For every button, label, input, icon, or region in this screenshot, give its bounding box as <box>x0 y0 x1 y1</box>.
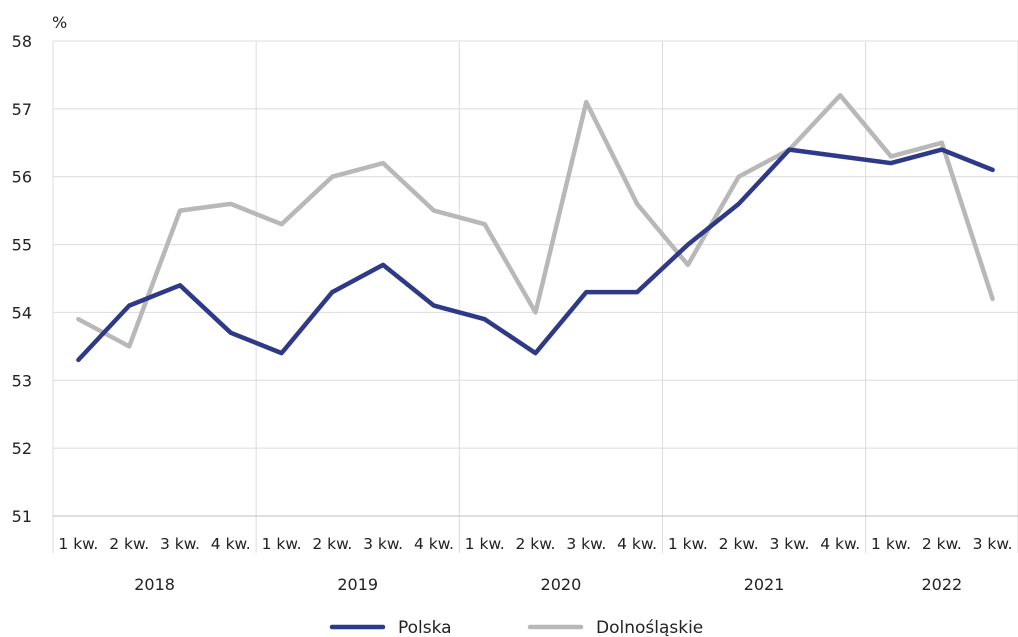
x-tick-label: 2 kw. <box>719 535 759 553</box>
x-tick-label: 3 kw. <box>973 535 1013 553</box>
y-unit-label: % <box>52 13 67 32</box>
y-tick-label: 57 <box>12 100 32 119</box>
y-tick-label: 52 <box>12 439 32 458</box>
year-label: 2019 <box>337 575 378 594</box>
legend-item: Polska <box>329 618 452 637</box>
x-tick-label: 3 kw. <box>769 535 809 553</box>
x-tick-label: 4 kw. <box>414 535 454 553</box>
x-tick-label: 1 kw. <box>465 535 505 553</box>
x-tick-label: 1 kw. <box>262 535 302 553</box>
year-label: 2021 <box>744 575 785 594</box>
x-tick-label: 1 kw. <box>871 535 911 553</box>
x-axis: 1 kw. 2 kw. 3 kw. 4 kw. 1 kw. 2 kw. 3 kw. 4 kw.… <box>53 515 1018 553</box>
x-tick-label: 3 kw. <box>363 535 403 553</box>
y-tick-label: 53 <box>12 371 32 390</box>
y-axis: 51 52 53 54 55 56 57 58 <box>12 32 32 526</box>
x-tick-label: 2 kw. <box>312 535 352 553</box>
x-tick-label: 1 kw. <box>58 535 98 553</box>
x-tick-label: 4 kw. <box>820 535 860 553</box>
y-tick-label: 51 <box>12 507 32 526</box>
x-tick-label: 2 kw. <box>516 535 556 553</box>
legend-label: Dolnośląskie <box>596 618 703 637</box>
year-label: 2020 <box>541 575 582 594</box>
y-tick-label: 54 <box>12 303 32 322</box>
x-tick-label: 4 kw. <box>211 535 251 553</box>
x-tick-label: 1 kw. <box>668 535 708 553</box>
year-label: 2018 <box>134 575 175 594</box>
x-tick-label: 2 kw. <box>922 535 962 553</box>
year-labels: 2018 2019 2020 2021 2022 <box>134 575 962 594</box>
series-line-1 <box>76 147 995 363</box>
x-tick-label: 2 kw. <box>109 535 149 553</box>
legend: Polska Dolnośląskie <box>329 618 703 637</box>
y-tick-label: 55 <box>12 236 32 255</box>
legend-label: Polska <box>398 618 452 637</box>
series-line-2 <box>76 93 995 349</box>
x-tick-label: 4 kw. <box>617 535 657 553</box>
grid <box>52 40 1018 553</box>
series-lines <box>76 93 995 363</box>
x-tick-label: 3 kw. <box>566 535 606 553</box>
year-label: 2022 <box>921 575 962 594</box>
legend-item: Dolnośląskie <box>527 618 703 637</box>
y-tick-label: 56 <box>12 168 32 187</box>
x-tick-label: 3 kw. <box>160 535 200 553</box>
y-tick-label: 58 <box>12 32 32 51</box>
